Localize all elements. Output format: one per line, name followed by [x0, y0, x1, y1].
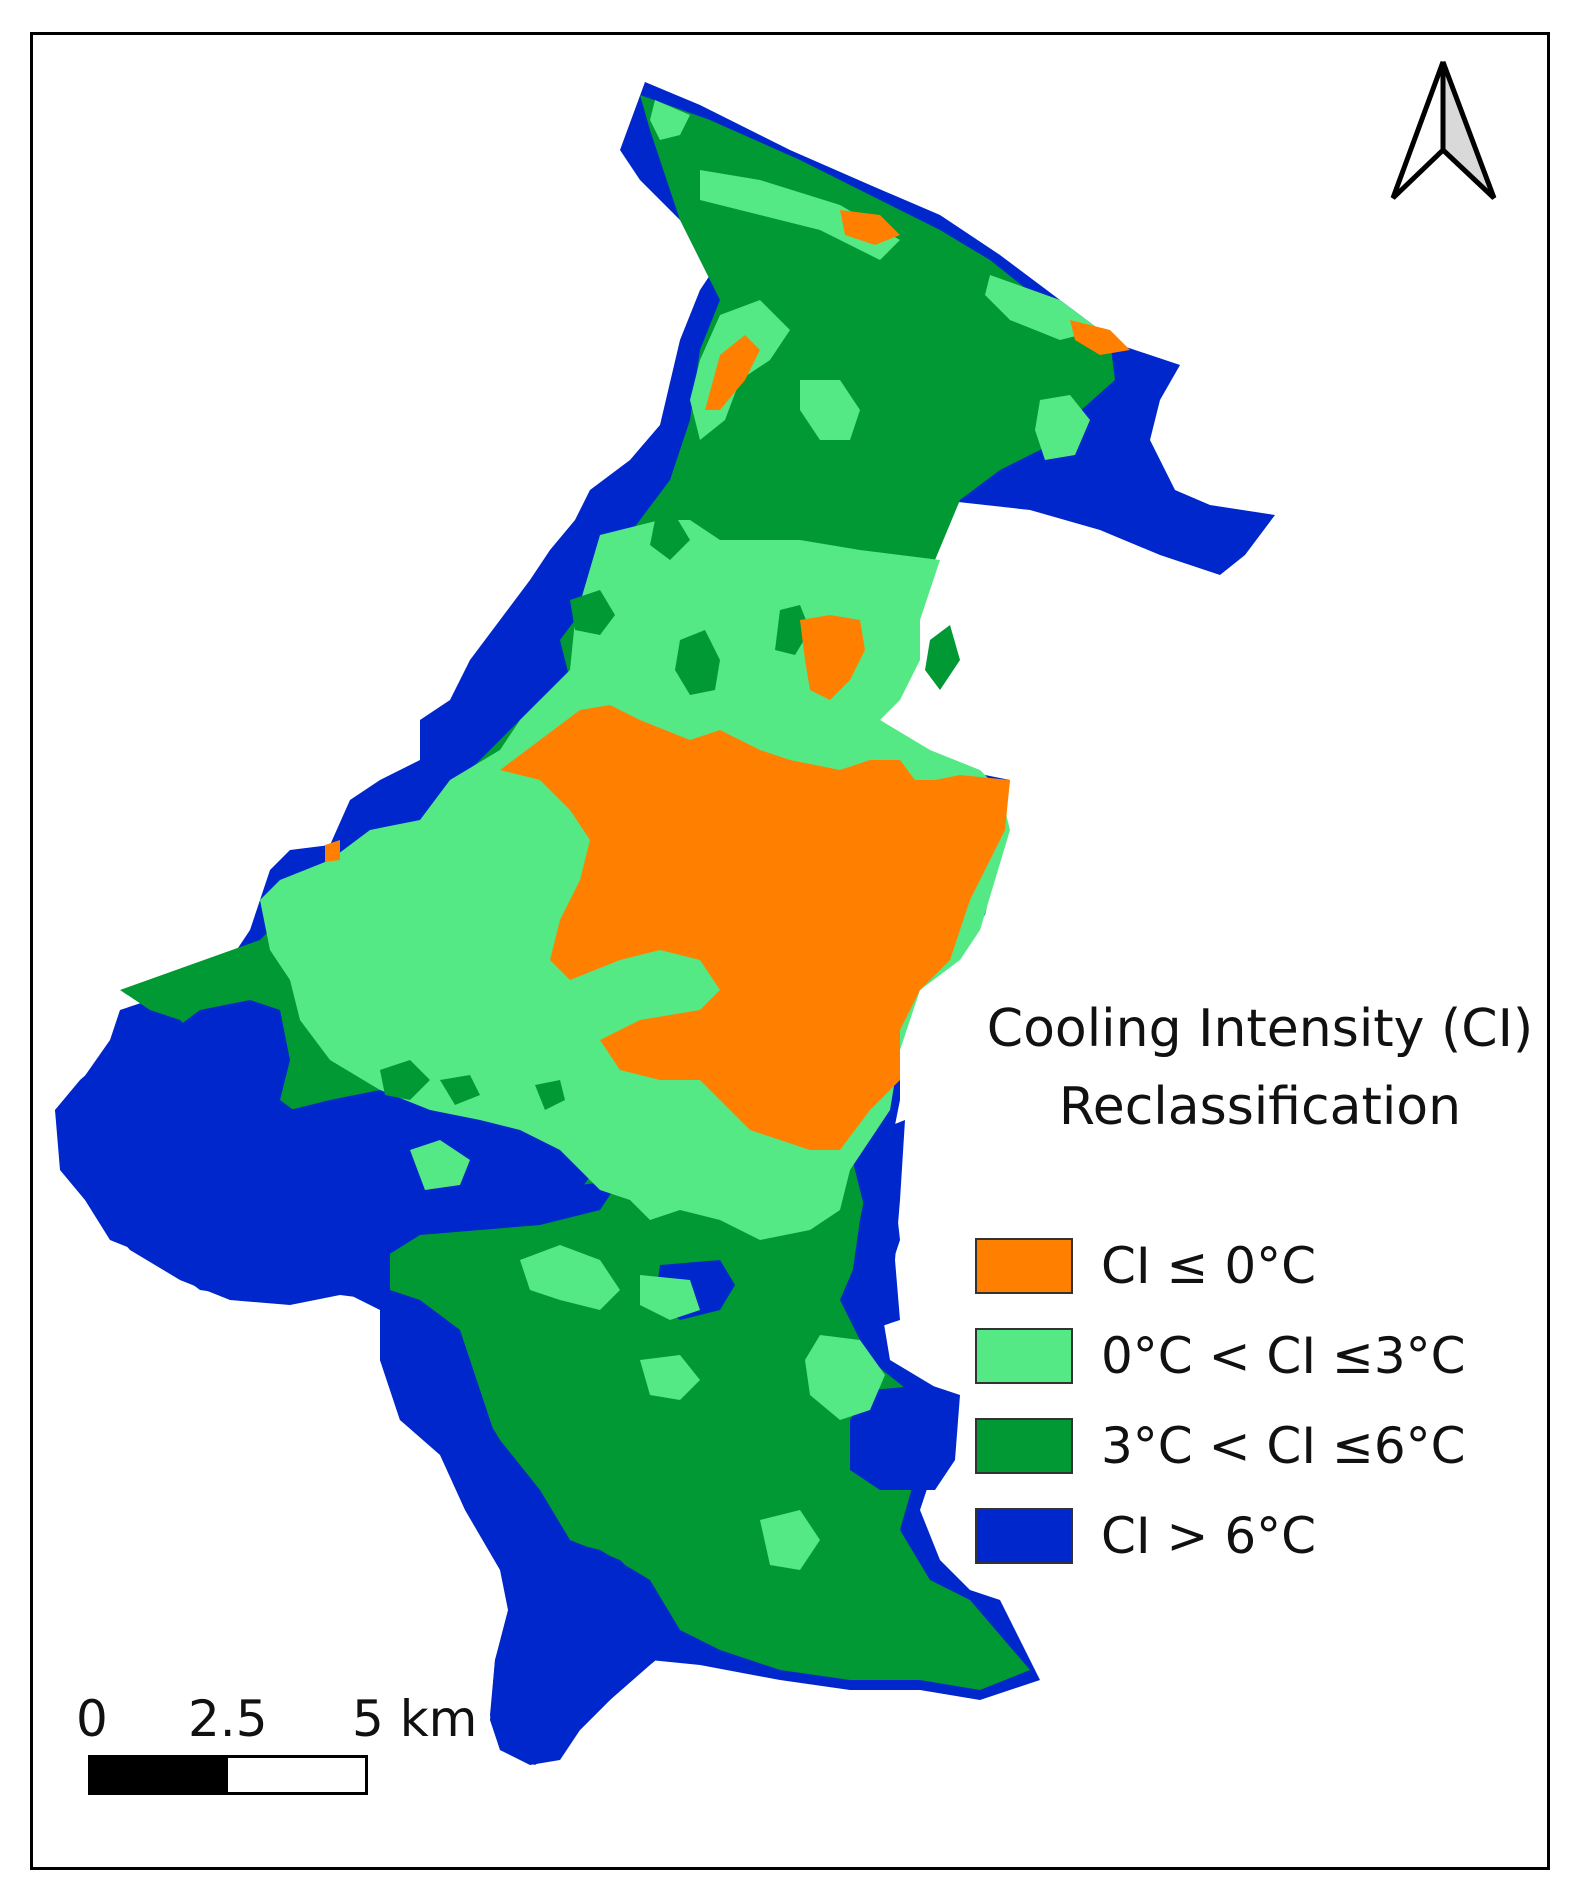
zone-ci-le-0-ne: [800, 615, 865, 700]
zone-ci-le-0-north3: [1070, 320, 1130, 355]
legend-title-line2: Reclassification: [1058, 1077, 1462, 1137]
zone-ci-le-0-north2: [840, 210, 900, 245]
legend-label: CI ≤ 0°C: [1101, 1237, 1317, 1295]
legend-label: 0°C < CI ≤3°C: [1101, 1327, 1466, 1385]
zone-ci-le-0-north1: [705, 335, 760, 410]
scale-bar: [88, 1755, 368, 1795]
north-arrow-icon: [1390, 61, 1497, 200]
scale-label-0: 0: [76, 1690, 108, 1748]
zone-ci-le-0-west: [325, 840, 340, 862]
legend-item: CI > 6°C: [975, 1506, 1316, 1566]
legend-label: CI > 6°C: [1101, 1507, 1317, 1565]
zone-ci-gt-6-south: [380, 1300, 680, 1765]
zone-ci-le-0: [500, 705, 1010, 1150]
scale-bar-black-segment: [91, 1758, 228, 1792]
legend-item: CI ≤ 0°C: [975, 1236, 1316, 1296]
scale-label-2-5: 2.5: [188, 1690, 268, 1748]
zone-ci-gt-6-west: [55, 1000, 620, 1305]
scale-bar-white-segment: [228, 1758, 365, 1792]
legend-title: Cooling Intensity (CI) Reclassification: [960, 990, 1560, 1146]
zone-ci-gt-6-east2: [850, 1385, 960, 1490]
legend-item: 3°C < CI ≤6°C: [975, 1416, 1466, 1476]
legend-item: 0°C < CI ≤3°C: [975, 1326, 1466, 1386]
legend-title-line1: Cooling Intensity (CI): [986, 999, 1534, 1059]
legend-swatch: [975, 1508, 1073, 1564]
scale-label-5km: 5 km: [352, 1690, 478, 1748]
legend-swatch: [975, 1418, 1073, 1474]
legend-swatch: [975, 1238, 1073, 1294]
legend-label: 3°C < CI ≤6°C: [1101, 1417, 1466, 1475]
zone-ci-gt-6-east: [850, 1120, 905, 1330]
legend-swatch: [975, 1328, 1073, 1384]
